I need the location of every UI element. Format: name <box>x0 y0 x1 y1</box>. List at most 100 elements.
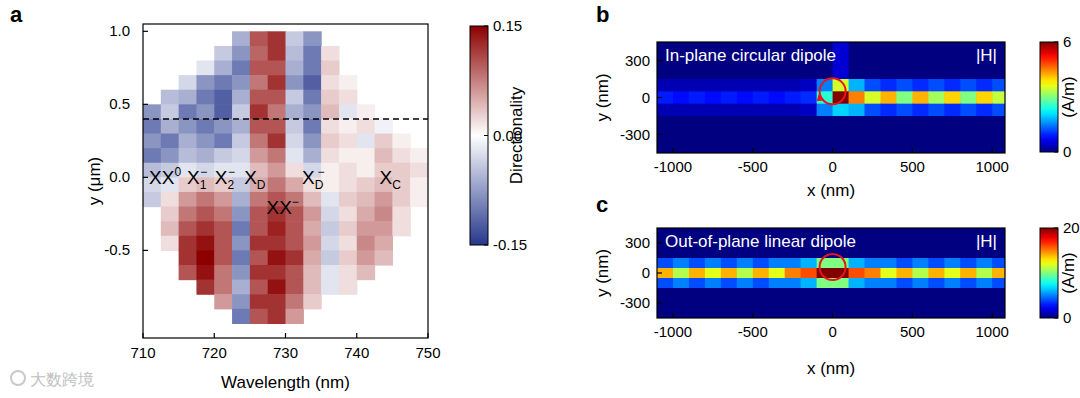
heat-cell <box>250 221 268 236</box>
heat-cell <box>268 90 286 105</box>
heat-cell <box>179 119 197 134</box>
heat-cell <box>992 116 1005 153</box>
heat-cell <box>785 79 802 92</box>
heat-cell <box>196 148 214 163</box>
heat-cell <box>268 236 286 251</box>
x-tick-label: -1000 <box>654 323 692 340</box>
heat-cell <box>960 104 977 117</box>
watermark-icon <box>11 371 25 385</box>
y-axis-label: y (μm) <box>85 157 104 206</box>
heat-cell <box>321 61 339 76</box>
heat-cell <box>657 268 674 279</box>
heat-cell <box>303 119 321 134</box>
heat-cell <box>286 134 304 149</box>
heat-cell <box>196 250 214 265</box>
x-axis-label: Wavelength (nm) <box>221 373 350 392</box>
heat-cell <box>303 250 321 265</box>
heat-cell <box>865 288 882 318</box>
heat-cell <box>673 104 690 117</box>
heat-cell <box>161 221 179 236</box>
heat-cell <box>769 116 786 153</box>
heat-cell <box>250 104 268 119</box>
heat-cell <box>214 148 232 163</box>
heat-cell <box>992 278 1005 289</box>
colorbar-tick <box>1054 152 1058 153</box>
y-tick-label: 0 <box>642 89 650 106</box>
heat-cell <box>753 258 770 269</box>
heat-cell <box>785 258 802 269</box>
x-tick <box>992 148 993 153</box>
x-tick-label: 710 <box>130 344 155 361</box>
heat-cell <box>357 163 375 178</box>
peak-label-sub: 2 <box>227 178 234 192</box>
heat-cell <box>268 221 286 236</box>
x-tick <box>832 313 833 318</box>
plot-background <box>657 42 1005 153</box>
heat-cell <box>143 192 161 207</box>
heat-cell <box>339 90 357 105</box>
heat-cell <box>849 42 866 80</box>
dashed-line <box>143 118 428 120</box>
heat-cell <box>976 258 993 269</box>
y-tick-label: 0.0 <box>109 168 130 185</box>
heat-cell <box>357 119 375 134</box>
plot-area <box>143 31 428 324</box>
heat-cell <box>268 280 286 295</box>
x-tick-label: 720 <box>202 344 227 361</box>
heat-cell <box>705 288 722 318</box>
heat-cell <box>833 288 850 318</box>
heat-cell <box>232 75 250 90</box>
y-tick <box>657 97 662 98</box>
heat-cell <box>896 268 913 279</box>
heat-cell <box>880 79 897 92</box>
heat-cell <box>375 148 393 163</box>
heat-cell <box>976 288 993 318</box>
heat-cell <box>410 192 428 207</box>
heat-cell <box>339 250 357 265</box>
peak-label: XD <box>244 167 266 192</box>
heat-cell <box>992 258 1005 269</box>
heat-cell <box>928 268 945 279</box>
heat-cell <box>196 61 214 76</box>
heat-cell <box>250 61 268 76</box>
heat-cell <box>912 104 929 117</box>
peak-label: XC <box>380 167 402 192</box>
heat-cell <box>392 207 410 222</box>
y-tick <box>657 302 662 303</box>
heat-cell <box>769 258 786 269</box>
panel-letter: b <box>596 2 609 27</box>
heat-cell <box>161 192 179 207</box>
colorbar-tick <box>484 26 488 27</box>
heat-cell <box>232 134 250 149</box>
heat-cell <box>928 258 945 269</box>
heat-cell <box>286 46 304 61</box>
heat-cell <box>232 207 250 222</box>
y-tick <box>143 250 148 251</box>
x-tick <box>427 333 428 338</box>
heat-cell <box>705 104 722 117</box>
heat-cell <box>375 119 393 134</box>
heat-cell <box>357 236 375 251</box>
dipole-marker <box>820 254 846 280</box>
x-tick <box>912 313 913 318</box>
heat-cell <box>960 278 977 289</box>
heat-cell <box>268 148 286 163</box>
heat-cell <box>833 116 850 153</box>
heat-cell <box>303 207 321 222</box>
peak-label-sub: D <box>315 178 324 192</box>
y-tick-label: 1.0 <box>109 22 130 39</box>
heat-cell <box>769 278 786 289</box>
heat-cell <box>250 148 268 163</box>
heat-cell <box>339 207 357 222</box>
heat-cell <box>250 90 268 105</box>
heat-cell <box>865 104 882 117</box>
heat-cell <box>232 61 250 76</box>
peak-label-sup: 0 <box>174 165 181 179</box>
heat-cell <box>976 79 993 92</box>
heat-cell <box>737 288 754 318</box>
colorbar-label: (A/m) <box>1059 76 1078 118</box>
heat-cell <box>321 75 339 90</box>
heat-cell <box>339 163 357 178</box>
heat-cell <box>960 116 977 153</box>
heat-cell <box>161 148 179 163</box>
